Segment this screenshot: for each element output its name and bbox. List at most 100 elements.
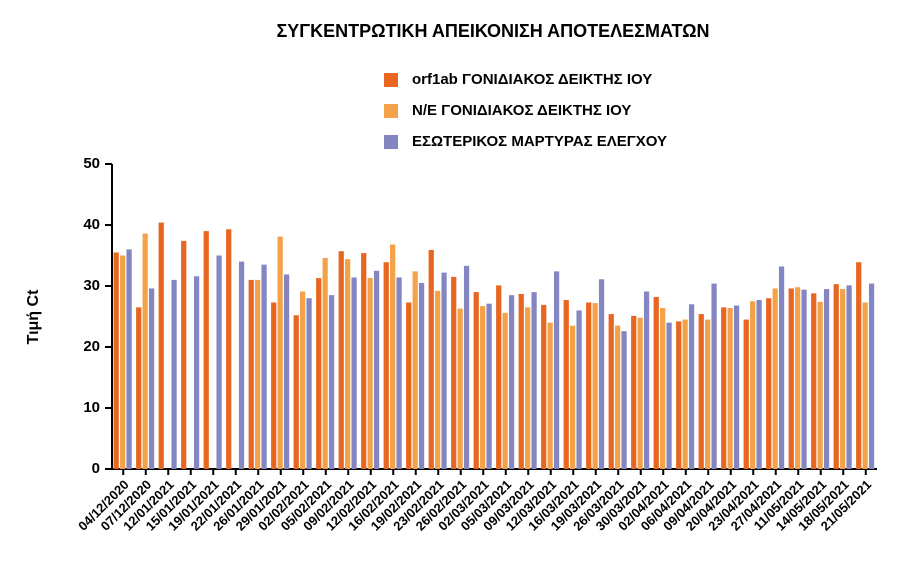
bar	[486, 303, 492, 469]
bar	[570, 325, 576, 469]
bar	[390, 244, 396, 469]
bar	[833, 284, 839, 469]
bar	[705, 319, 711, 469]
bar	[592, 303, 598, 469]
bar	[608, 314, 614, 469]
bar	[428, 250, 434, 469]
bar	[531, 292, 537, 469]
bar	[653, 296, 659, 469]
bar	[158, 222, 164, 469]
bar	[615, 325, 621, 469]
legend-swatch	[384, 104, 398, 118]
bar	[148, 288, 155, 469]
bar	[727, 307, 733, 469]
bar	[126, 249, 132, 469]
bar	[756, 300, 762, 469]
bar	[226, 229, 232, 469]
bar	[547, 322, 553, 469]
bar	[868, 283, 875, 469]
bar	[598, 279, 605, 469]
bar	[351, 277, 357, 469]
bar	[525, 307, 531, 469]
chart-title: ΣΥΓΚΕΝΤΡΩΤΙΚΗ ΑΠΕΙΚΟΝΙΣΗ ΑΠΟΤΕΛΕΣΜΑΤΩΝ	[276, 21, 709, 41]
bar	[698, 314, 704, 469]
bar	[563, 300, 569, 469]
legend-label: ΕΣΩΤΕΡΙΚΟΣ ΜΑΡΤΥΡΑΣ ΕΛΕΓΧΟΥ	[412, 133, 667, 150]
bar	[238, 261, 245, 469]
bar	[772, 288, 778, 469]
bar	[383, 262, 389, 469]
bar	[733, 305, 740, 469]
bar	[846, 285, 852, 469]
bar	[750, 301, 756, 469]
bar	[248, 279, 254, 469]
bar	[451, 276, 457, 469]
bar	[193, 276, 200, 469]
bar	[856, 262, 862, 469]
bar	[293, 315, 299, 469]
bar	[682, 319, 688, 469]
bar	[823, 289, 830, 469]
bar	[541, 304, 547, 469]
legend-swatch	[384, 135, 398, 149]
y-tick-label: 50	[83, 155, 100, 172]
bar	[306, 298, 312, 469]
bar	[322, 257, 328, 469]
bar	[473, 292, 479, 469]
bar	[480, 306, 486, 469]
bar	[277, 236, 283, 469]
bar	[361, 253, 367, 469]
bar	[553, 271, 560, 469]
bar	[136, 307, 142, 469]
bar	[120, 255, 126, 469]
y-tick-label: 40	[83, 216, 100, 233]
bar	[261, 264, 267, 469]
bar	[621, 331, 627, 469]
bar	[660, 307, 666, 469]
bar	[840, 289, 846, 469]
bar	[496, 285, 502, 469]
y-tick-label: 0	[92, 460, 100, 477]
bar	[721, 307, 727, 469]
bar	[643, 291, 650, 469]
bar	[271, 302, 277, 469]
bar	[711, 283, 717, 469]
bar	[300, 291, 306, 469]
bar	[788, 288, 794, 469]
bar	[338, 251, 344, 469]
bar	[441, 272, 447, 469]
bar	[778, 266, 785, 469]
bar	[367, 278, 373, 469]
bar	[637, 317, 643, 469]
bar	[418, 282, 425, 469]
bar	[203, 231, 209, 469]
bar	[518, 293, 524, 469]
bar	[435, 290, 441, 469]
bar	[463, 265, 470, 469]
bar	[328, 295, 335, 469]
bar	[255, 279, 261, 469]
bar	[181, 240, 187, 469]
legend-label: N/E ΓΟΝΙΔΙΑΚΟΣ ΔΕΙΚΤΗΣ ΙΟΥ	[412, 102, 631, 119]
bar	[688, 304, 695, 469]
bar	[412, 271, 418, 469]
bar	[795, 287, 801, 469]
bar	[457, 308, 463, 469]
bar	[508, 295, 515, 469]
y-tick-label: 30	[83, 277, 100, 294]
bar	[396, 277, 402, 469]
bar	[743, 319, 749, 469]
bar	[345, 259, 351, 469]
bar	[171, 279, 177, 469]
bar	[316, 278, 322, 469]
bar	[576, 310, 582, 469]
bar	[862, 302, 868, 469]
y-tick-label: 20	[83, 338, 100, 355]
bar	[113, 252, 119, 469]
bar	[766, 298, 772, 469]
bar	[631, 315, 637, 469]
bar	[811, 293, 817, 469]
bar	[142, 233, 148, 469]
bar	[676, 321, 682, 469]
legend-swatch	[384, 73, 398, 87]
